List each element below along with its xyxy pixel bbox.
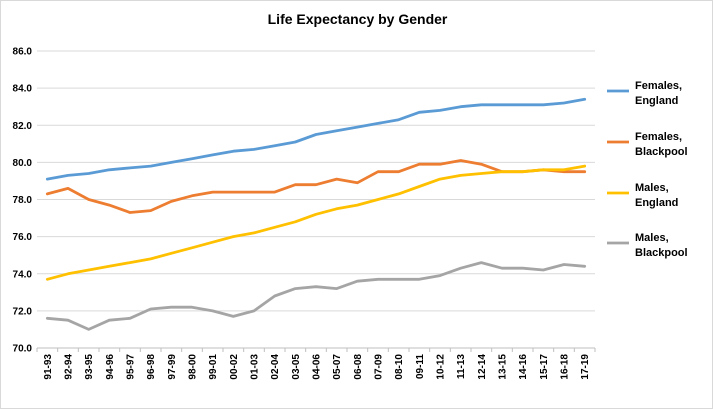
x-tick-label: 06-08 (353, 354, 364, 380)
x-tick-label: 03-05 (291, 354, 302, 380)
x-tick-label: 98-00 (188, 354, 199, 380)
legend-label: England (635, 95, 678, 107)
y-tick-label: 76.0 (13, 232, 33, 243)
x-tick-label: 05-07 (332, 354, 343, 380)
x-tick-label: 09-11 (415, 354, 426, 379)
y-tick-label: 84.0 (13, 84, 33, 95)
x-tick-label: 00-02 (229, 354, 240, 380)
x-axis: 91-93 92-94 93-95 94-96 95-97 96-98 97-99 98-00… (36, 348, 596, 380)
legend-label: Blackpool (635, 146, 688, 158)
legend-label: Blackpool (635, 247, 688, 259)
legend: Females, England Females, Blackpool Males, En… (607, 80, 688, 259)
x-tick-label: 93-95 (84, 354, 95, 380)
x-tick-label: 15-17 (539, 354, 550, 380)
y-tick-label: 80.0 (13, 158, 33, 169)
y-tick-label: 82.0 (13, 121, 33, 132)
x-tick-label: 97-99 (167, 354, 178, 380)
legend-label: Females, (635, 80, 682, 92)
y-tick-label: 86.0 (13, 47, 33, 58)
x-tick-label: 10-12 (436, 354, 447, 380)
x-tick-label: 92-94 (64, 354, 75, 380)
x-tick-label: 07-09 (374, 354, 385, 380)
x-tick-label: 12-14 (477, 354, 488, 380)
x-tick-label: 96-98 (146, 354, 157, 380)
x-tick-label: 13-15 (498, 354, 509, 380)
gridlines (37, 50, 595, 349)
series-line (45, 97, 587, 181)
series-line (45, 159, 587, 214)
x-tick-label: 01-03 (250, 354, 261, 380)
x-tick-label: 02-04 (270, 354, 281, 380)
x-tick-label: 04-06 (312, 354, 323, 380)
y-tick-label: 74.0 (13, 269, 33, 280)
series-line (45, 261, 587, 331)
x-tick-label: 16-18 (560, 354, 571, 380)
chart-title: Life Expectancy by Gender (267, 11, 448, 27)
x-tick-label: 08-10 (394, 354, 405, 380)
x-tick-label: 99-01 (208, 354, 219, 380)
y-tick-label: 70.0 (13, 344, 33, 355)
series-line (45, 164, 587, 281)
series-lines (45, 97, 587, 331)
legend-label: Females, (635, 131, 682, 143)
y-tick-label: 78.0 (13, 195, 33, 206)
x-tick-label: 95-97 (126, 354, 137, 380)
x-tick-label: 14-16 (518, 354, 529, 380)
legend-label: Males, (635, 182, 669, 194)
y-axis: 70.0 72.0 74.0 76.0 78.0 80.0 82.0 84.0 86.0 (13, 47, 33, 355)
x-tick-label: 94-96 (105, 354, 116, 380)
x-tick-label: 11-13 (456, 354, 467, 379)
y-tick-label: 72.0 (13, 306, 33, 317)
x-tick-label: 17-19 (580, 354, 591, 380)
legend-label: England (635, 197, 678, 209)
x-tick-label: 91-93 (43, 354, 54, 380)
legend-label: Males, (635, 232, 669, 244)
